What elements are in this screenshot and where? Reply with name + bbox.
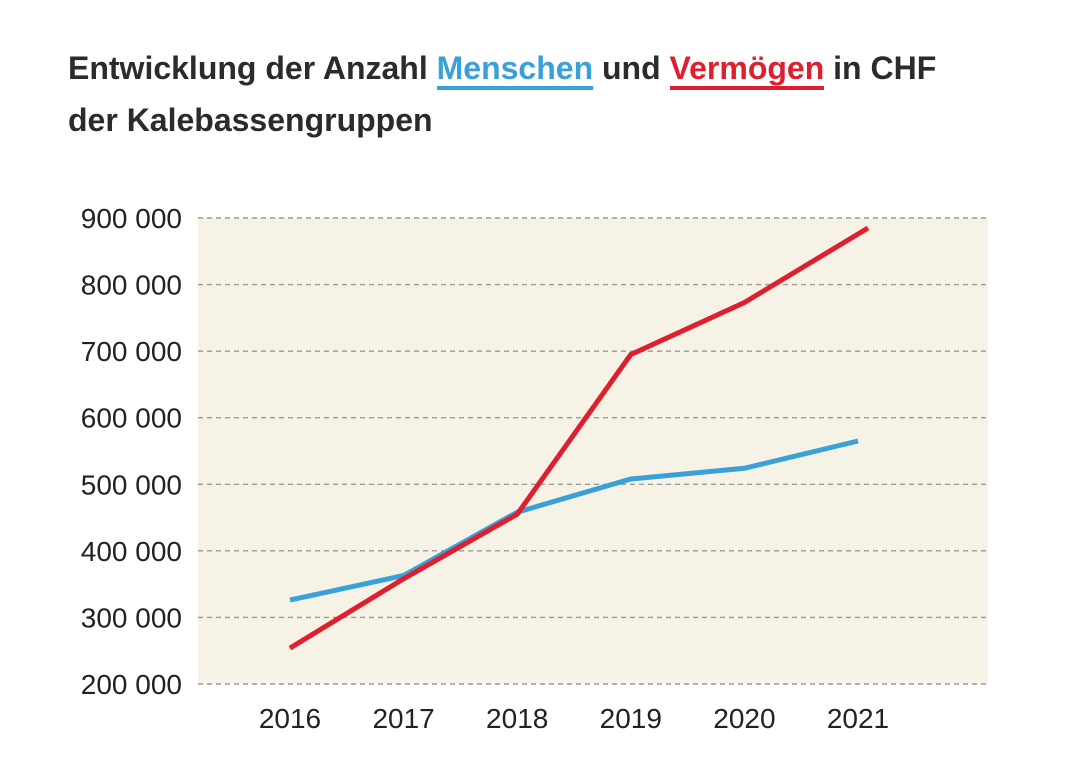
title-series-menschen: Menschen [436, 50, 594, 90]
series-line-menschen [289, 438, 859, 603]
y-tick-label: 200 000 [81, 669, 182, 700]
y-tick-label: 900 000 [81, 203, 182, 234]
title-text-part2: und [602, 50, 661, 86]
x-tick-label: 2017 [372, 703, 434, 734]
y-tick-label: 500 000 [81, 469, 182, 500]
y-tick-label: 400 000 [81, 536, 182, 567]
x-tick-label: 2021 [827, 703, 889, 734]
y-tick-label: 600 000 [81, 403, 182, 434]
plot-area [198, 218, 988, 684]
title-text-line2: der Kalebassengruppen [68, 102, 433, 138]
x-tick-label: 2016 [259, 703, 321, 734]
x-tick-label: 2019 [600, 703, 662, 734]
title-series-vermoegen: Vermögen [669, 50, 825, 90]
series-line-vermoegen [288, 225, 870, 651]
x-tick-label: 2020 [713, 703, 775, 734]
chart-title: Entwicklung der Anzahl Menschen und Verm… [68, 42, 1028, 146]
x-tick-label: 2018 [486, 703, 548, 734]
y-tick-label: 300 000 [81, 602, 182, 633]
y-tick-label: 700 000 [81, 336, 182, 367]
y-tick-label: 800 000 [81, 270, 182, 301]
title-text-part3: in CHF [833, 50, 937, 86]
title-text-part1: Entwicklung der Anzahl [68, 50, 428, 86]
